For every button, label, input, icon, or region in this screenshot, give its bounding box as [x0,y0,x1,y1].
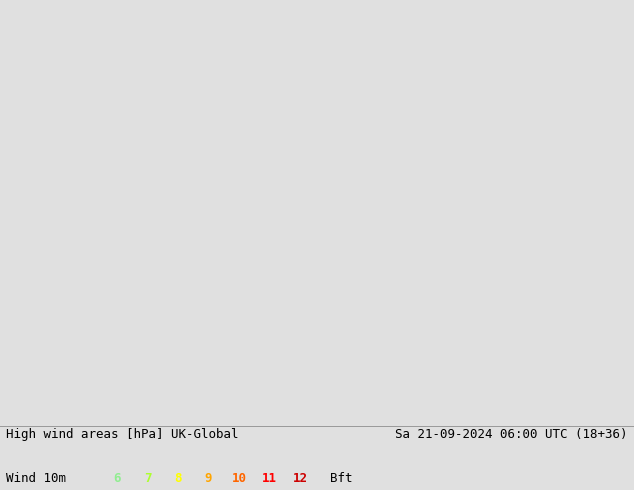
Text: 6: 6 [113,472,121,485]
Text: Bft: Bft [330,472,353,485]
Text: 12: 12 [292,472,307,485]
Text: 7: 7 [144,472,152,485]
Text: High wind areas [hPa] UK-Global: High wind areas [hPa] UK-Global [6,428,239,441]
Text: Wind 10m: Wind 10m [6,472,67,485]
Text: 8: 8 [174,472,182,485]
Text: Sa 21-09-2024 06:00 UTC (18+36): Sa 21-09-2024 06:00 UTC (18+36) [395,428,628,441]
Text: 9: 9 [205,472,212,485]
Text: 10: 10 [231,472,247,485]
Text: 11: 11 [262,472,277,485]
